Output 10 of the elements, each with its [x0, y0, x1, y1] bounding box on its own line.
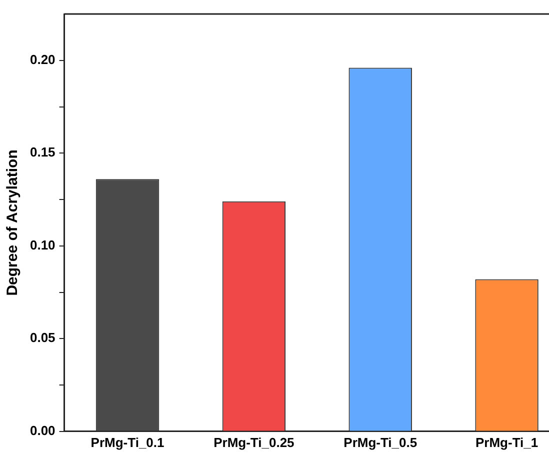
x-tick-label: PrMg-Ti_0.5 [344, 434, 418, 450]
y-axis-title: Degree of Acrylation [4, 150, 22, 296]
y-tick-label: 0.10 [30, 237, 56, 252]
y-tick-label: 0.15 [30, 144, 56, 160]
x-tick-label: PrMg-Ti_1 [475, 434, 538, 450]
y-tick-label: 0.05 [30, 330, 56, 346]
x-tick-label: PrMg-Ti_0.1 [90, 434, 164, 450]
y-tick-label: 0.20 [30, 52, 56, 67]
x-tick-label: PrMg-Ti_0.25 [214, 434, 294, 450]
y-tick-label: 0.00 [30, 422, 56, 438]
